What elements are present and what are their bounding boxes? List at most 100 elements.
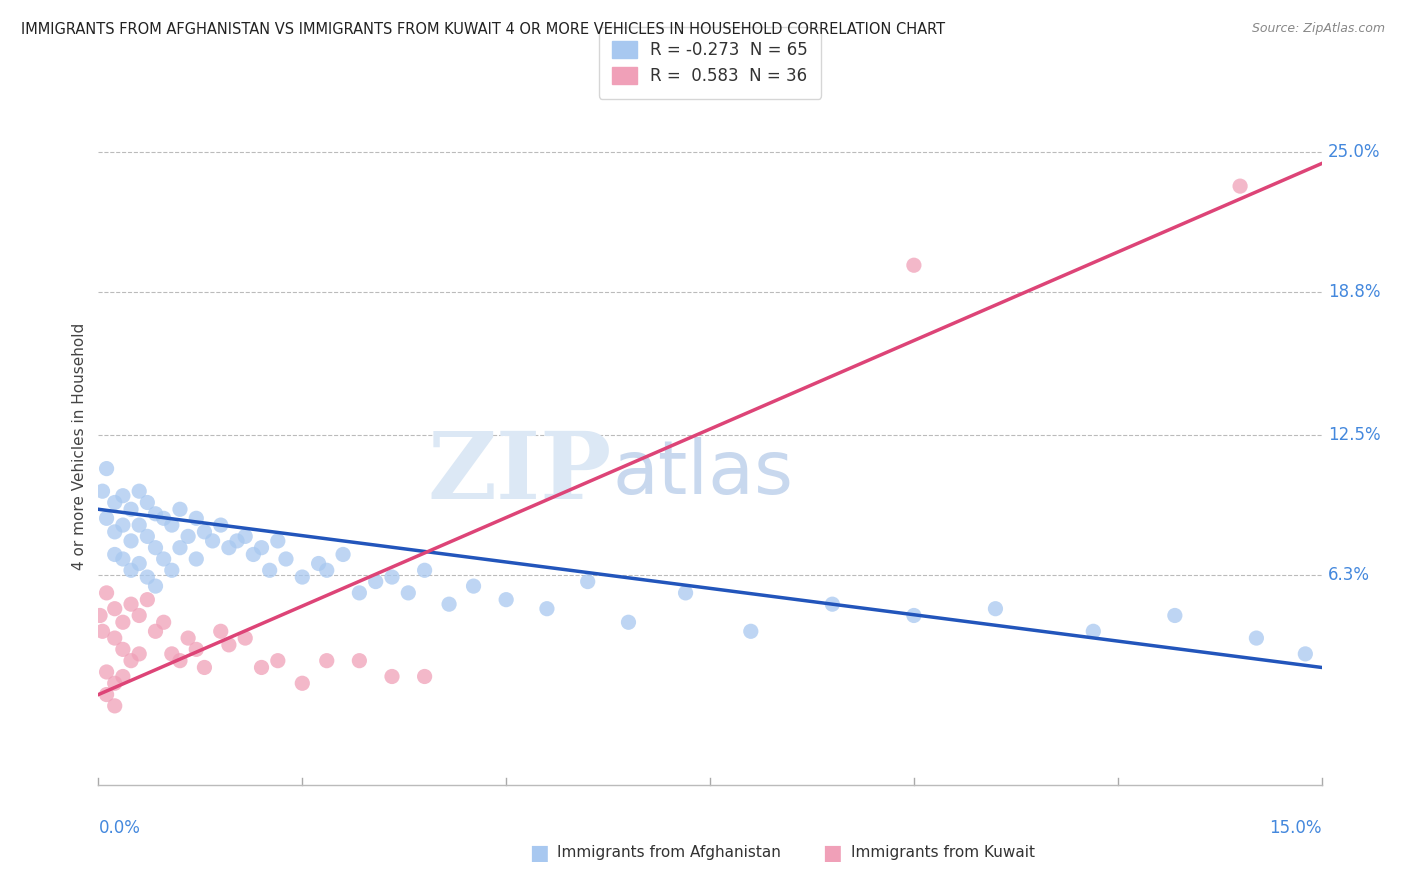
Point <box>136 570 159 584</box>
Point <box>193 524 215 539</box>
Point <box>169 654 191 668</box>
Text: Immigrants from Kuwait: Immigrants from Kuwait <box>851 846 1035 860</box>
Point <box>903 608 925 623</box>
Y-axis label: 4 or more Vehicles in Household: 4 or more Vehicles in Household <box>72 322 87 570</box>
Point <box>128 608 150 623</box>
Point <box>104 631 127 645</box>
Point <box>104 548 127 562</box>
Point <box>381 669 404 683</box>
Point <box>1164 608 1187 623</box>
Point <box>96 586 118 600</box>
Point <box>233 631 256 645</box>
Text: 18.8%: 18.8% <box>1327 284 1381 301</box>
Point <box>186 511 208 525</box>
Text: 0.0%: 0.0% <box>98 819 141 837</box>
Point <box>242 548 264 562</box>
Point <box>463 579 485 593</box>
Point <box>136 495 159 509</box>
Point <box>267 654 290 668</box>
Point <box>145 541 167 555</box>
Point <box>267 533 290 548</box>
Point <box>104 495 127 509</box>
Point <box>96 688 118 702</box>
Point <box>160 563 183 577</box>
Point <box>120 533 142 548</box>
Point <box>349 654 371 668</box>
Point <box>145 507 167 521</box>
Point <box>120 654 142 668</box>
Point <box>1294 647 1316 661</box>
Point <box>120 563 142 577</box>
Point <box>209 518 232 533</box>
Text: ■: ■ <box>529 843 548 863</box>
Point <box>291 570 314 584</box>
Point <box>96 511 118 525</box>
Point <box>1083 624 1105 639</box>
Point <box>315 563 337 577</box>
Point <box>104 698 127 713</box>
Point <box>104 601 127 615</box>
Point <box>160 647 183 661</box>
Point <box>413 563 436 577</box>
Point <box>381 570 404 584</box>
Point <box>104 676 127 690</box>
Point <box>437 597 460 611</box>
Point <box>91 484 114 499</box>
Point <box>177 529 200 543</box>
Point <box>226 533 249 548</box>
Point <box>128 484 150 499</box>
Point <box>91 624 114 639</box>
Text: IMMIGRANTS FROM AFGHANISTAN VS IMMIGRANTS FROM KUWAIT 4 OR MORE VEHICLES IN HOUS: IMMIGRANTS FROM AFGHANISTAN VS IMMIGRANT… <box>21 22 945 37</box>
Point <box>136 529 159 543</box>
Point <box>364 574 387 589</box>
Point <box>821 597 844 611</box>
Point <box>111 669 134 683</box>
Point <box>349 586 371 600</box>
Point <box>186 642 208 657</box>
Point <box>111 552 134 566</box>
Legend: R = -0.273  N = 65, R =  0.583  N = 36: R = -0.273 N = 65, R = 0.583 N = 36 <box>599 28 821 99</box>
Point <box>259 563 281 577</box>
Point <box>250 541 273 555</box>
Point <box>209 624 232 639</box>
Point <box>332 548 354 562</box>
Point <box>128 557 150 571</box>
Point <box>218 541 240 555</box>
Point <box>111 615 134 630</box>
Point <box>274 552 297 566</box>
Point <box>1246 631 1268 645</box>
Point <box>152 511 174 525</box>
Point <box>233 529 256 543</box>
Text: Immigrants from Afghanistan: Immigrants from Afghanistan <box>557 846 780 860</box>
Point <box>315 654 337 668</box>
Point <box>111 642 134 657</box>
Point <box>120 597 142 611</box>
Point <box>201 533 224 548</box>
Point <box>903 258 925 272</box>
Point <box>1229 179 1251 194</box>
Point <box>128 647 150 661</box>
Point <box>136 592 159 607</box>
Text: Source: ZipAtlas.com: Source: ZipAtlas.com <box>1251 22 1385 36</box>
Point <box>96 665 118 679</box>
Point <box>177 631 200 645</box>
Point <box>89 608 111 623</box>
Text: 12.5%: 12.5% <box>1327 425 1381 443</box>
Point <box>111 518 134 533</box>
Point <box>536 601 558 615</box>
Point <box>413 669 436 683</box>
Point <box>111 489 134 503</box>
Point <box>186 552 208 566</box>
Point <box>152 615 174 630</box>
Point <box>617 615 640 630</box>
Point <box>120 502 142 516</box>
Point <box>740 624 762 639</box>
Text: 6.3%: 6.3% <box>1327 566 1369 583</box>
Point <box>308 557 330 571</box>
Point <box>675 586 697 600</box>
Point <box>291 676 314 690</box>
Text: ZIP: ZIP <box>427 428 612 518</box>
Point <box>128 518 150 533</box>
Text: ■: ■ <box>823 843 842 863</box>
Text: 25.0%: 25.0% <box>1327 144 1381 161</box>
